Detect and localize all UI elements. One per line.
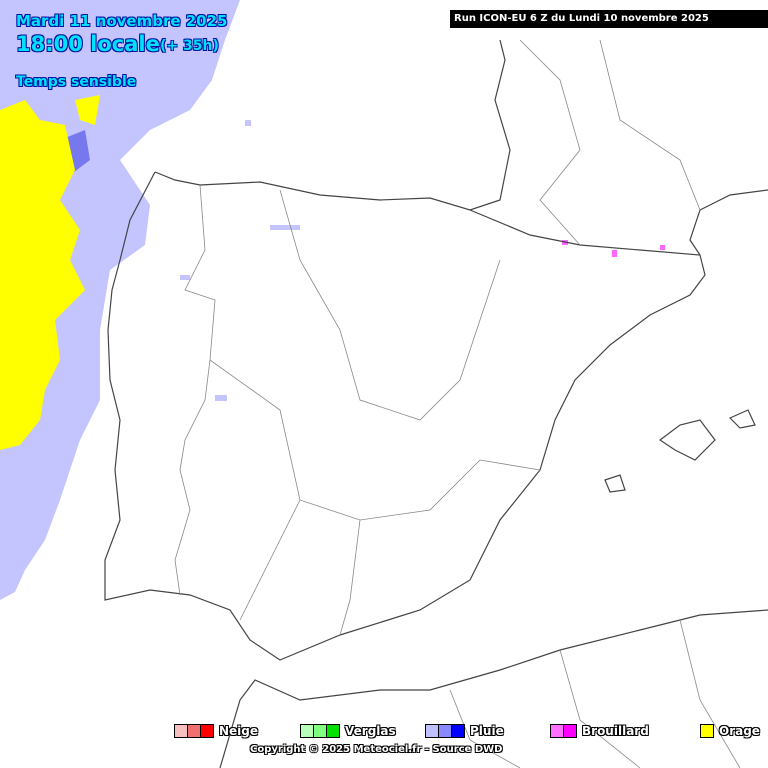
legend-item: Verglas xyxy=(300,724,396,738)
lead-time: (+ 35h) xyxy=(160,38,219,54)
legend-item: Neige xyxy=(174,724,258,738)
copyright: Copyright © 2025 Meteociel.fr - Source D… xyxy=(250,744,503,755)
time: 18:00 locale xyxy=(16,32,160,56)
parameter: Temps sensible xyxy=(16,74,137,90)
legend-label: Verglas xyxy=(345,724,396,738)
coastlines xyxy=(104,39,768,768)
legend-label: Pluie xyxy=(470,724,504,738)
legend-label: Neige xyxy=(219,724,259,738)
legend-item: Brouillard xyxy=(550,724,649,738)
run-info: Run ICON-EU 6 Z du Lundi 10 novembre 202… xyxy=(450,10,768,28)
borders xyxy=(174,39,741,768)
date: Mardi 11 novembre 2025 xyxy=(16,12,228,30)
legend-item: Orage xyxy=(700,724,760,738)
storm-area xyxy=(0,95,100,450)
legend-label: Orage xyxy=(719,724,760,738)
legend-label: Brouillard xyxy=(582,724,649,738)
legend-item: Pluie xyxy=(425,724,504,738)
